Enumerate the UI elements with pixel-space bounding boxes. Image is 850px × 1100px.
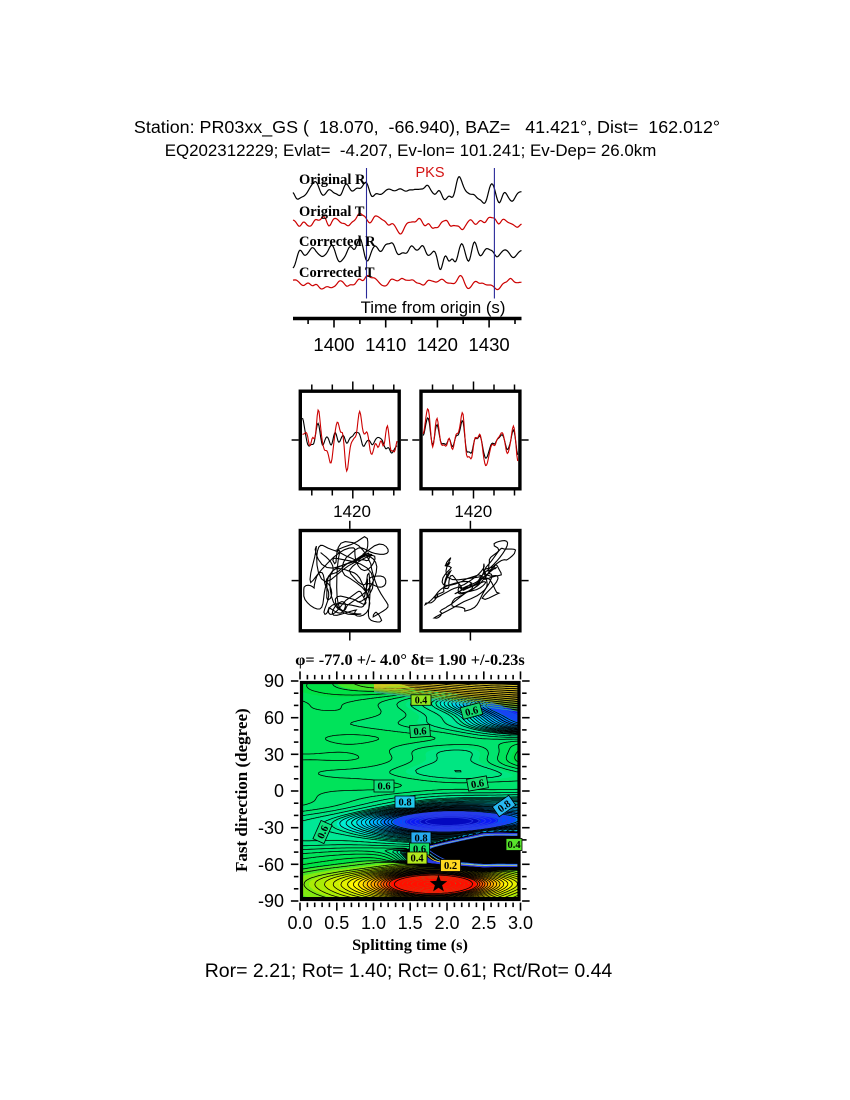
svg-text:0.6: 0.6 [413,726,427,738]
svg-text:0.6: 0.6 [464,705,480,719]
svg-text:0.6: 0.6 [413,845,426,856]
svg-text:0.4: 0.4 [507,840,521,851]
svg-text:0.4: 0.4 [410,854,424,865]
svg-text:0.4: 0.4 [415,695,428,706]
svg-text:0.8: 0.8 [398,798,411,809]
svg-text:0.2: 0.2 [444,861,457,872]
svg-text:0.8: 0.8 [414,834,427,845]
svg-text:0.6: 0.6 [470,778,485,791]
svg-text:0.6: 0.6 [316,824,331,840]
svg-text:0.6: 0.6 [377,782,390,793]
